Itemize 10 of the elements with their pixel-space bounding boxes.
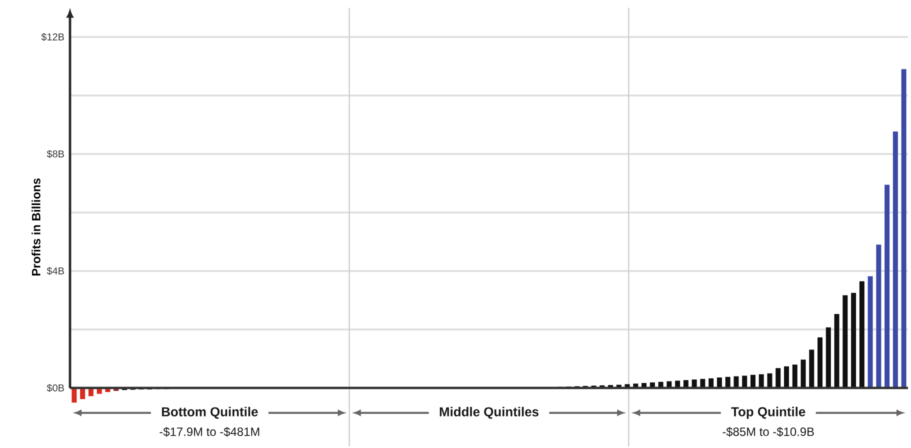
annotation: -$85M to -$10.9B [722, 427, 814, 437]
annotation: Top Quintile [731, 406, 806, 419]
y-tick-label: $8B [46, 150, 64, 158]
annotation: -$17.9M to -$481M [160, 427, 260, 437]
annotation: Middle Quintiles [440, 406, 538, 419]
y-axis-title: Profits in Billions [32, 178, 40, 276]
y-tick-label: $0B [46, 384, 64, 392]
annotation: Bottom Quintile [162, 406, 258, 419]
y-tick-label: $4B [46, 266, 64, 276]
y-tick-label: $12B [41, 32, 64, 42]
